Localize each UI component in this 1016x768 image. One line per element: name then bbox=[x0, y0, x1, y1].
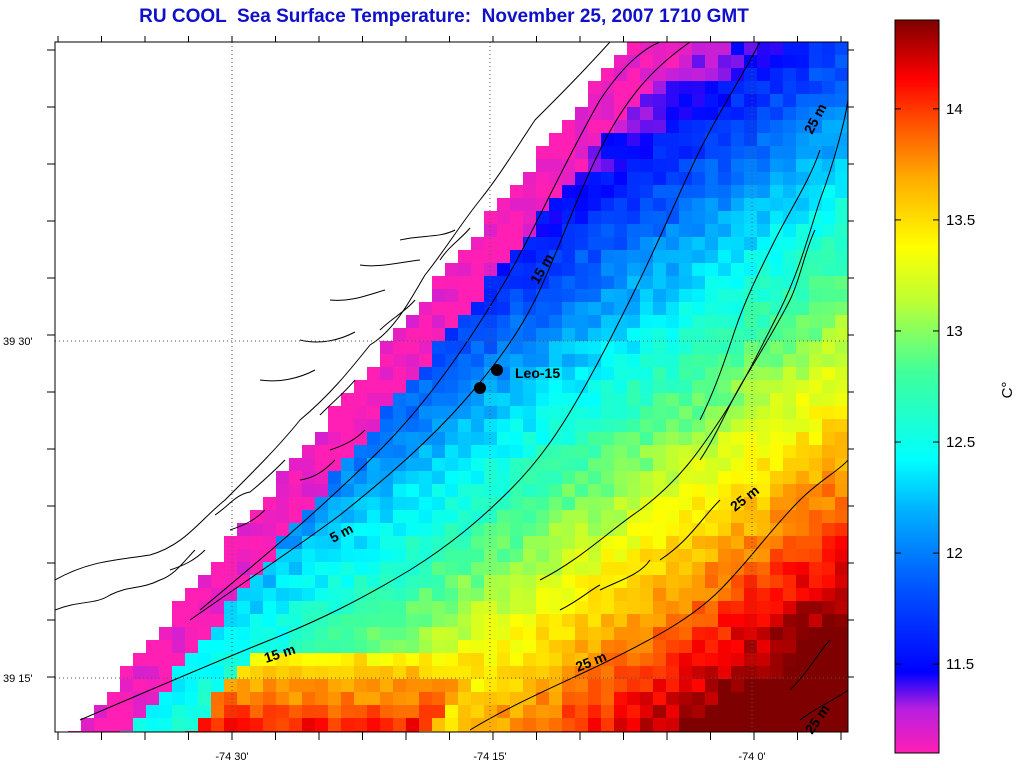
contour-5m bbox=[189, 42, 691, 621]
y-label-39-15: 39 15' bbox=[3, 673, 33, 685]
y-label-39-30: 39 30' bbox=[3, 336, 33, 348]
x-label-74-30: -74 30' bbox=[215, 751, 248, 763]
station-marker-1 bbox=[491, 364, 503, 376]
colorbar-tick-label: 13.5 bbox=[946, 212, 975, 229]
colorbar-gradient bbox=[894, 19, 940, 754]
grid-lines bbox=[55, 42, 848, 732]
x-label-74-15: -74 15' bbox=[473, 751, 506, 763]
barrier-island bbox=[199, 42, 661, 611]
colorbar-tick-label: 12 bbox=[946, 545, 963, 562]
axis-ticks bbox=[47, 36, 854, 740]
station-label: Leo-15 bbox=[515, 365, 560, 381]
colorbar-ticks: 14 13.5 13 12.5 12 11.5 bbox=[895, 101, 975, 673]
contour-25m-a bbox=[469, 459, 848, 731]
station-leo15: Leo-15 bbox=[474, 364, 560, 394]
colorbar: 14 13.5 13 12.5 12 11.5 C° bbox=[894, 19, 1016, 754]
map-title: RU COOL Sea Surface Temperature: Novembe… bbox=[139, 6, 749, 27]
x-label-74-0: -74 0' bbox=[738, 751, 765, 763]
contour-15m bbox=[79, 42, 761, 721]
coastline-inlet bbox=[55, 227, 471, 611]
colorbar-unit: C° bbox=[999, 382, 1016, 399]
marsh-channels bbox=[169, 229, 456, 571]
colorbar-tick-label: 11.5 bbox=[946, 656, 974, 673]
colorbar-tick-label: 14 bbox=[946, 101, 963, 118]
offshore-ridge bbox=[699, 149, 821, 421]
contour-25m-e bbox=[789, 639, 848, 721]
contour-25m-c bbox=[559, 499, 721, 611]
coastline bbox=[55, 42, 611, 581]
bathymetry-contours bbox=[55, 42, 848, 731]
colorbar-tick-label: 12.5 bbox=[946, 434, 975, 451]
sst-pixel-grid bbox=[68, 42, 848, 732]
station-marker-2 bbox=[474, 382, 486, 394]
plot-frame bbox=[54, 41, 849, 733]
colorbar-tick-label: 13 bbox=[946, 323, 963, 340]
